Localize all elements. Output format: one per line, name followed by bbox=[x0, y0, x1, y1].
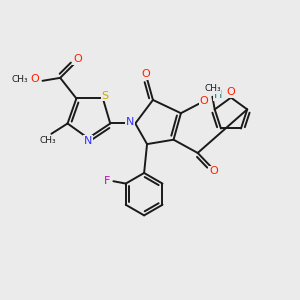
Text: CH₃: CH₃ bbox=[40, 136, 56, 145]
Text: O: O bbox=[73, 54, 82, 64]
Text: O: O bbox=[226, 87, 235, 97]
Text: N: N bbox=[84, 136, 92, 146]
Text: O: O bbox=[31, 74, 40, 84]
Text: O: O bbox=[209, 167, 218, 176]
Text: CH₃: CH₃ bbox=[11, 75, 28, 84]
Text: CH₃: CH₃ bbox=[204, 84, 221, 93]
Text: N: N bbox=[126, 117, 134, 127]
Text: S: S bbox=[102, 91, 109, 100]
Text: O: O bbox=[200, 96, 208, 106]
Text: H: H bbox=[214, 90, 223, 100]
Text: O: O bbox=[141, 69, 150, 79]
Text: F: F bbox=[104, 176, 110, 186]
